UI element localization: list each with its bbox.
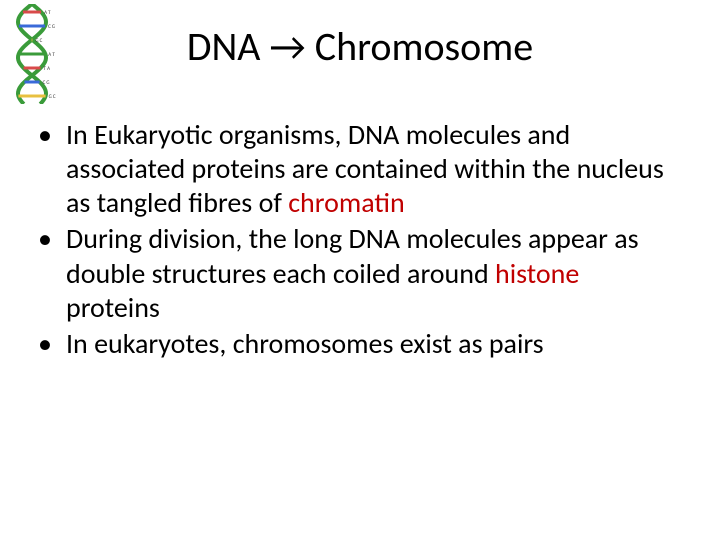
bullet-marker: • <box>38 327 66 361</box>
svg-text:G C: G C <box>49 94 56 100</box>
highlight-term: chromatin <box>288 185 404 220</box>
bullet-text: In Eukaryotic organisms, DNA molecules a… <box>66 118 678 220</box>
bullet-item: •In Eukaryotic organisms, DNA molecules … <box>38 118 678 220</box>
bullet-text: In eukaryotes, chromosomes exist as pair… <box>66 327 678 361</box>
bullet-marker: • <box>38 222 66 256</box>
slide-title: DNA → Chromosome <box>0 22 720 71</box>
bullet-marker: • <box>38 118 66 152</box>
svg-text:C G: C G <box>43 80 50 86</box>
bullet-item: •In eukaryotes, chromosomes exist as pai… <box>38 327 678 361</box>
highlight-term: histone <box>495 256 579 291</box>
bullet-text: During division, the long DNA molecules … <box>66 222 678 324</box>
bullet-list: •In Eukaryotic organisms, DNA molecules … <box>38 118 678 363</box>
bullet-item: •During division, the long DNA molecules… <box>38 222 678 324</box>
svg-text:A T: A T <box>44 10 51 16</box>
